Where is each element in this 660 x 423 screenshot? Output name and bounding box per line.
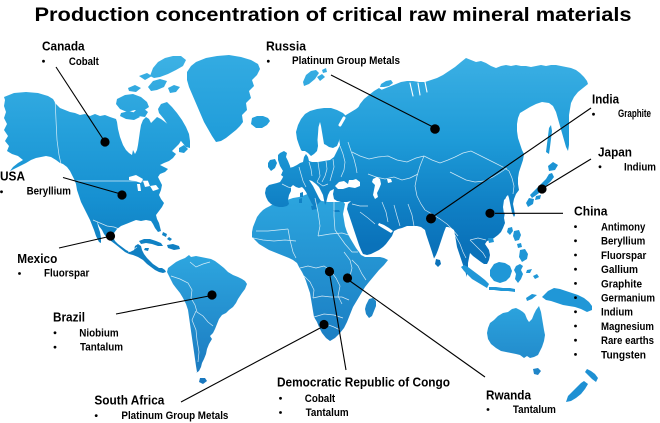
svg-text:Rwanda: Rwanda bbox=[486, 388, 532, 402]
svg-text:Japan: Japan bbox=[598, 145, 632, 159]
svg-text:Brazil: Brazil bbox=[53, 311, 85, 325]
svg-text:Graphite: Graphite bbox=[601, 278, 642, 290]
svg-text:USA: USA bbox=[0, 170, 25, 184]
svg-text:Russia: Russia bbox=[266, 39, 307, 53]
svg-text:Production concentration of cr: Production concentration of critical raw… bbox=[35, 5, 632, 26]
svg-text:Antimony: Antimony bbox=[601, 222, 646, 234]
svg-text:Democratic Republic of Congo: Democratic Republic of Congo bbox=[277, 376, 450, 390]
svg-text:Platinum Group Metals: Platinum Group Metals bbox=[292, 55, 400, 67]
svg-text:Niobium: Niobium bbox=[79, 327, 119, 339]
svg-text:Tantalum: Tantalum bbox=[80, 342, 123, 354]
svg-text:Beryllium: Beryllium bbox=[27, 185, 71, 197]
svg-text:Rare earths: Rare earths bbox=[601, 335, 654, 347]
svg-text:Magnesium: Magnesium bbox=[601, 321, 654, 333]
svg-text:Tungsten: Tungsten bbox=[601, 349, 646, 361]
svg-text:Cobalt: Cobalt bbox=[305, 393, 336, 405]
svg-text:Tantalum: Tantalum bbox=[513, 404, 556, 416]
svg-text:Tantalum: Tantalum bbox=[306, 407, 349, 419]
svg-text:Canada: Canada bbox=[42, 39, 86, 53]
svg-text:Graphite: Graphite bbox=[618, 108, 651, 120]
svg-text:Gallium: Gallium bbox=[601, 264, 638, 276]
svg-text:South Africa: South Africa bbox=[94, 394, 165, 408]
svg-text:Cobalt: Cobalt bbox=[69, 56, 99, 68]
svg-text:Mexico: Mexico bbox=[17, 252, 57, 266]
svg-text:Fluorspar: Fluorspar bbox=[44, 268, 90, 280]
svg-text:Fluorspar: Fluorspar bbox=[601, 250, 647, 262]
svg-text:India: India bbox=[592, 92, 620, 106]
svg-text:China: China bbox=[574, 204, 608, 218]
svg-text:Platinum Group Metals: Platinum Group Metals bbox=[121, 410, 228, 422]
svg-text:Germanium: Germanium bbox=[601, 293, 655, 305]
svg-text:Beryllium: Beryllium bbox=[601, 236, 645, 248]
svg-text:Indium: Indium bbox=[624, 161, 656, 173]
svg-text:Indium: Indium bbox=[601, 307, 633, 319]
